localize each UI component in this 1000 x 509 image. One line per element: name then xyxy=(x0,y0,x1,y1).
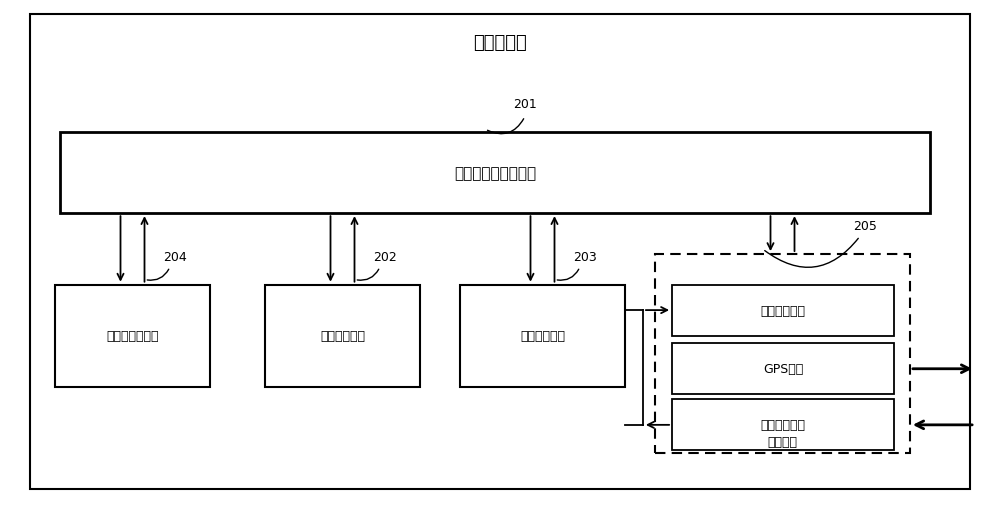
Text: 图像传输模块: 图像传输模块 xyxy=(761,418,806,432)
FancyBboxPatch shape xyxy=(655,254,910,453)
Text: 中央处理及控制模块: 中央处理及控制模块 xyxy=(454,165,536,181)
Text: 204: 204 xyxy=(163,250,187,264)
FancyBboxPatch shape xyxy=(672,344,894,394)
Text: 205: 205 xyxy=(853,220,877,233)
Text: 202: 202 xyxy=(373,250,397,264)
FancyBboxPatch shape xyxy=(30,15,970,489)
Text: 图像拍摄模块: 图像拍摄模块 xyxy=(520,329,565,343)
FancyBboxPatch shape xyxy=(460,285,625,387)
Text: 203: 203 xyxy=(573,250,597,264)
FancyBboxPatch shape xyxy=(55,285,210,387)
Text: 声呐探测模块: 声呐探测模块 xyxy=(320,329,365,343)
Text: 涉水机器人: 涉水机器人 xyxy=(473,34,527,52)
FancyBboxPatch shape xyxy=(672,285,894,336)
Text: 通信模块: 通信模块 xyxy=(768,435,798,448)
Text: 数据传输模块: 数据传输模块 xyxy=(761,304,806,317)
Text: GPS天线: GPS天线 xyxy=(763,362,803,376)
FancyBboxPatch shape xyxy=(672,400,894,450)
Text: 201: 201 xyxy=(513,98,537,111)
Text: 动力及驱动模块: 动力及驱动模块 xyxy=(106,329,159,343)
FancyBboxPatch shape xyxy=(265,285,420,387)
FancyBboxPatch shape xyxy=(60,132,930,214)
